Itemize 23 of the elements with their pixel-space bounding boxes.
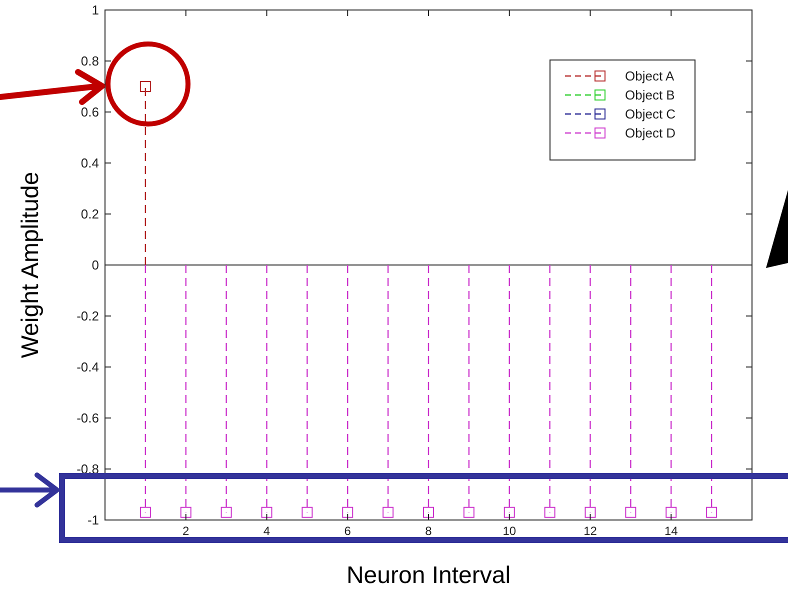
legend-label: Object C (625, 106, 676, 122)
x-tick-label: 8 (425, 524, 432, 538)
x-tick-label: 2 (182, 524, 190, 538)
y-tick-label: 0.8 (80, 54, 99, 69)
y-tick-label: 1 (92, 2, 99, 18)
y-tick-label: -0.2 (76, 308, 99, 324)
y-tick-label: -1 (87, 512, 99, 528)
x-tick-label: 6 (344, 524, 352, 538)
legend-label: Object A (625, 68, 674, 84)
x-tick-label: 12 (584, 524, 598, 538)
y-axis-title: Weight Amplitude (17, 172, 44, 358)
legend-label: Object B (625, 88, 675, 103)
x-tick-label: 14 (664, 524, 678, 538)
y-tick-label: -0.4 (76, 360, 99, 375)
y-tick-label: 0.2 (80, 206, 99, 222)
x-tick-label: 10 (502, 524, 516, 538)
x-axis-title: Neuron Interval (346, 562, 511, 589)
legend-label: Object D (625, 126, 676, 141)
y-tick-label: 0 (92, 258, 99, 273)
y-tick-label: -0.6 (76, 410, 99, 426)
x-tick-label: 4 (263, 524, 270, 538)
y-tick-label: 0.6 (80, 104, 99, 120)
y-tick-label: 0.4 (80, 156, 99, 171)
